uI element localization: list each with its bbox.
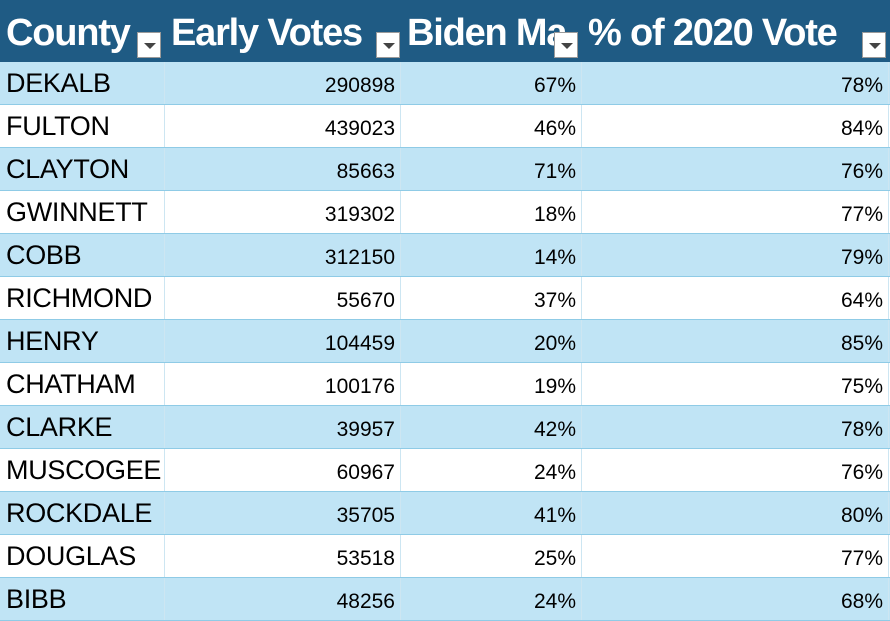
- table-cell[interactable]: 18%: [401, 191, 582, 233]
- table-row: COBB 312150 14% 79%: [0, 234, 890, 277]
- table-cell[interactable]: 55670: [165, 277, 401, 319]
- table-cell[interactable]: 80%: [582, 492, 889, 534]
- table-cell[interactable]: 68%: [582, 578, 889, 620]
- table-cell[interactable]: BIBB: [0, 578, 165, 620]
- table-cell[interactable]: 76%: [582, 449, 889, 491]
- filter-button[interactable]: [862, 32, 886, 58]
- table-cell[interactable]: RICHMOND: [0, 277, 165, 319]
- table-cell[interactable]: 41%: [401, 492, 582, 534]
- table-cell[interactable]: 24%: [401, 578, 582, 620]
- table-row: MUSCOGEE 60967 24% 76%: [0, 449, 890, 492]
- table-cell[interactable]: 39957: [165, 406, 401, 448]
- table-header: County Early Votes Biden Ma % of 2020 Vo…: [0, 0, 890, 62]
- header-cell: County: [6, 12, 131, 54]
- table-cell[interactable]: 84%: [582, 105, 889, 147]
- table-row: ROCKDALE 35705 41% 80%: [0, 492, 890, 535]
- table-cell[interactable]: 439023: [165, 105, 401, 147]
- table-cell[interactable]: 60967: [165, 449, 401, 491]
- table-cell[interactable]: 14%: [401, 234, 582, 276]
- table-cell[interactable]: 24%: [401, 449, 582, 491]
- table-row: GWINNETT 319302 18% 77%: [0, 191, 890, 234]
- table-cell[interactable]: 77%: [582, 535, 889, 577]
- header-cell: Early Votes: [171, 12, 363, 54]
- table-cell[interactable]: 25%: [401, 535, 582, 577]
- table-cell[interactable]: DEKALB: [0, 62, 165, 104]
- table-cell[interactable]: CLAYTON: [0, 148, 165, 190]
- table-cell[interactable]: ROCKDALE: [0, 492, 165, 534]
- table-cell[interactable]: 100176: [165, 363, 401, 405]
- table-cell[interactable]: 19%: [401, 363, 582, 405]
- table-cell[interactable]: CLARKE: [0, 406, 165, 448]
- filter-button[interactable]: [554, 32, 578, 58]
- table-cell[interactable]: 46%: [401, 105, 582, 147]
- table-cell[interactable]: 312150: [165, 234, 401, 276]
- table-cell[interactable]: 104459: [165, 320, 401, 362]
- table-row: HENRY 104459 20% 85%: [0, 320, 890, 363]
- table-row: FULTON 439023 46% 84%: [0, 105, 890, 148]
- table-row: DEKALB 290898 67% 78%: [0, 62, 890, 105]
- table-cell[interactable]: GWINNETT: [0, 191, 165, 233]
- table-cell[interactable]: DOUGLAS: [0, 535, 165, 577]
- table-cell[interactable]: MUSCOGEE: [0, 449, 165, 491]
- table-cell[interactable]: COBB: [0, 234, 165, 276]
- filter-button[interactable]: [137, 32, 161, 58]
- table-cell[interactable]: 78%: [582, 406, 889, 448]
- table-cell[interactable]: 290898: [165, 62, 401, 104]
- table-row: RICHMOND 55670 37% 64%: [0, 277, 890, 320]
- table-row: DOUGLAS 53518 25% 77%: [0, 535, 890, 578]
- table-cell[interactable]: 85%: [582, 320, 889, 362]
- table-cell[interactable]: 76%: [582, 148, 889, 190]
- table-cell[interactable]: 67%: [401, 62, 582, 104]
- table-cell[interactable]: 78%: [582, 62, 889, 104]
- table-cell[interactable]: 77%: [582, 191, 889, 233]
- header-cell: Biden Ma: [407, 12, 568, 54]
- table-cell[interactable]: 42%: [401, 406, 582, 448]
- table-cell[interactable]: 48256: [165, 578, 401, 620]
- table-row: CHATHAM 100176 19% 75%: [0, 363, 890, 406]
- table-cell[interactable]: 64%: [582, 277, 889, 319]
- table-cell[interactable]: FULTON: [0, 105, 165, 147]
- table-row: CLAYTON 85663 71% 76%: [0, 148, 890, 191]
- header-cell: % of 2020 Vote: [588, 12, 838, 54]
- table-cell[interactable]: 79%: [582, 234, 889, 276]
- table-cell[interactable]: 20%: [401, 320, 582, 362]
- table-cell[interactable]: 71%: [401, 148, 582, 190]
- table-cell[interactable]: 35705: [165, 492, 401, 534]
- table-row: CLARKE 39957 42% 78%: [0, 406, 890, 449]
- table-cell[interactable]: 319302: [165, 191, 401, 233]
- table-cell[interactable]: HENRY: [0, 320, 165, 362]
- table-cell[interactable]: 75%: [582, 363, 889, 405]
- table-cell[interactable]: 37%: [401, 277, 582, 319]
- table-cell[interactable]: CHATHAM: [0, 363, 165, 405]
- table-cell[interactable]: 53518: [165, 535, 401, 577]
- table-cell[interactable]: 85663: [165, 148, 401, 190]
- filter-button[interactable]: [376, 32, 400, 58]
